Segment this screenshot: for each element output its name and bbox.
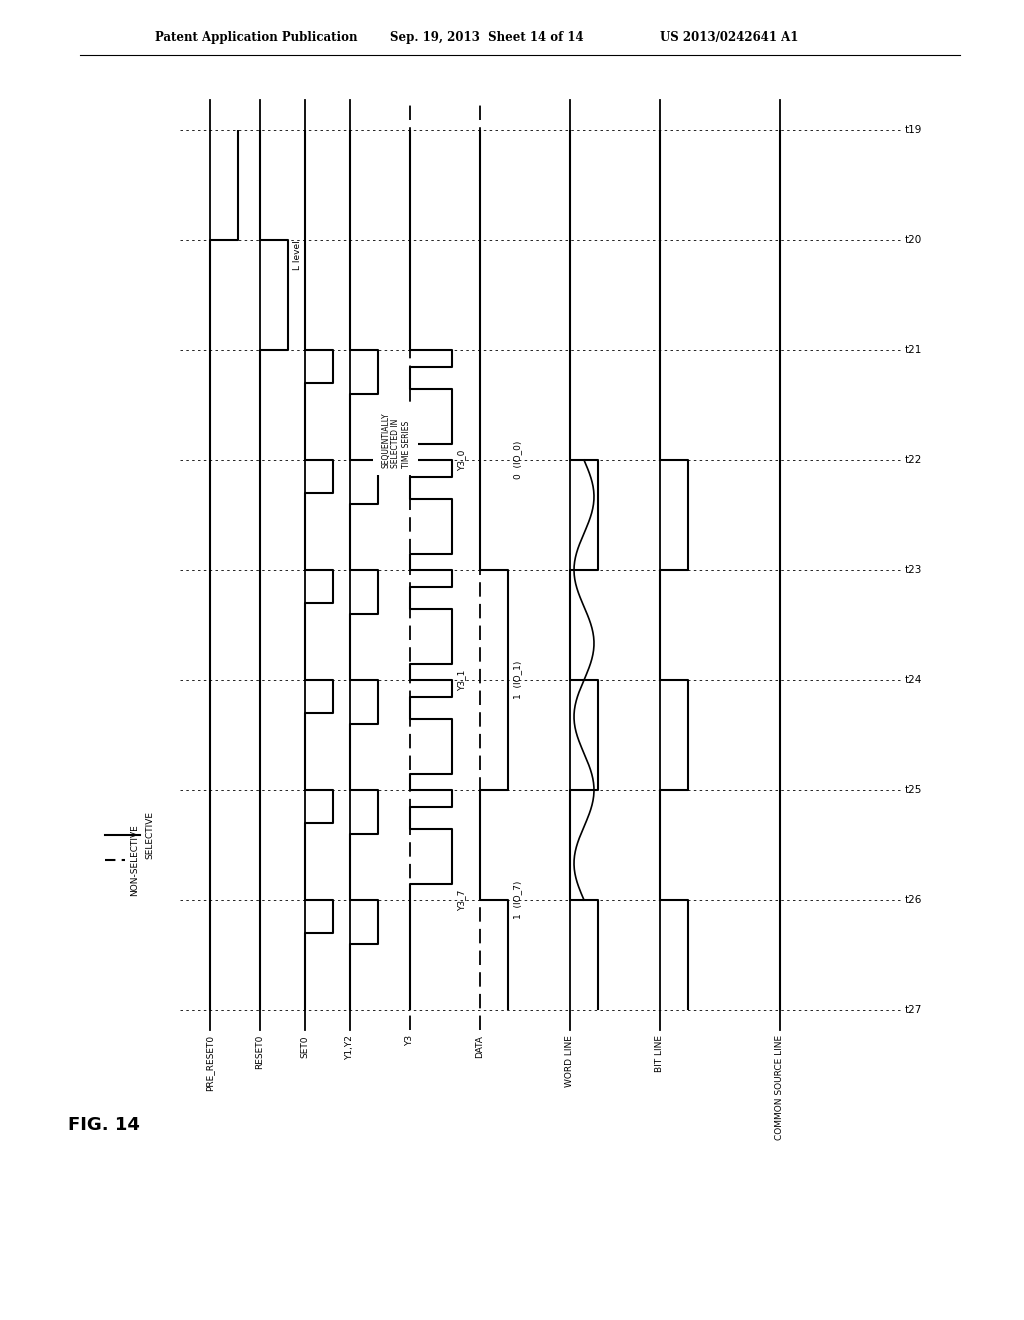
Text: Y3: Y3 [406, 1035, 415, 1047]
Text: t19: t19 [905, 125, 923, 135]
Text: 1  (IO_7): 1 (IO_7) [513, 880, 522, 919]
Text: FIG. 14: FIG. 14 [68, 1115, 140, 1134]
Text: NON-SELECTIVE: NON-SELECTIVE [130, 824, 139, 896]
Text: US 2013/0242641 A1: US 2013/0242641 A1 [660, 30, 799, 44]
Text: t22: t22 [905, 455, 923, 465]
Text: SEQUENTIALLY
SELECTED IN
TIME SERIES: SEQUENTIALLY SELECTED IN TIME SERIES [381, 412, 411, 467]
Text: SET0: SET0 [300, 1035, 309, 1057]
Text: t23: t23 [905, 565, 923, 576]
Text: t21: t21 [905, 345, 923, 355]
Text: 1  (IO_1): 1 (IO_1) [513, 661, 522, 700]
Text: t26: t26 [905, 895, 923, 906]
Text: RESET0: RESET0 [256, 1035, 264, 1069]
Text: WORD LINE: WORD LINE [565, 1035, 574, 1086]
Text: PRE_RESET0: PRE_RESET0 [206, 1035, 214, 1092]
Text: Patent Application Publication: Patent Application Publication [155, 30, 357, 44]
Text: COMMON SOURCE LINE: COMMON SOURCE LINE [775, 1035, 784, 1140]
Text: t20: t20 [905, 235, 923, 246]
Text: t24: t24 [905, 675, 923, 685]
Text: L level: L level [293, 240, 302, 269]
Text: DATA: DATA [475, 1035, 484, 1057]
Text: Y3_1: Y3_1 [457, 669, 466, 690]
Text: BIT LINE: BIT LINE [655, 1035, 665, 1072]
Text: Sep. 19, 2013  Sheet 14 of 14: Sep. 19, 2013 Sheet 14 of 14 [390, 30, 584, 44]
Text: Y3_0: Y3_0 [457, 449, 466, 471]
Text: Y3_7: Y3_7 [457, 890, 466, 911]
Text: SELECTIVE: SELECTIVE [145, 810, 154, 859]
Text: Y1,Y2: Y1,Y2 [345, 1035, 354, 1060]
Text: t27: t27 [905, 1005, 923, 1015]
Text: 0  (IO_0): 0 (IO_0) [513, 441, 522, 479]
Text: t25: t25 [905, 785, 923, 795]
